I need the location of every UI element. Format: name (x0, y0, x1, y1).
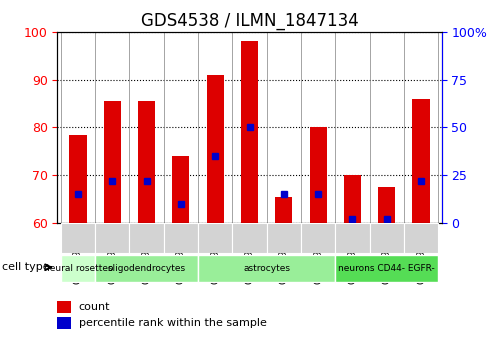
Bar (57, 301, 71, 313)
Bar (69, 135, 86, 223)
Text: GDS4538 / ILMN_1847134: GDS4538 / ILMN_1847134 (141, 12, 358, 30)
Bar (241, 41, 258, 223)
Text: cell type: cell type (2, 262, 50, 272)
Bar (198, 223, 233, 253)
Bar (335, 255, 438, 282)
Bar (164, 223, 198, 253)
Bar (233, 223, 266, 253)
Text: count: count (78, 302, 110, 312)
Bar (104, 101, 121, 223)
Bar (266, 223, 301, 253)
Bar (61, 255, 95, 282)
Text: neural rosettes: neural rosettes (43, 264, 112, 273)
Bar (207, 75, 224, 223)
Bar (95, 223, 129, 253)
Bar (413, 99, 430, 223)
Text: oligodendrocytes: oligodendrocytes (107, 264, 186, 273)
Text: neurons CD44- EGFR-: neurons CD44- EGFR- (338, 264, 435, 273)
Bar (344, 175, 361, 223)
Bar (335, 223, 370, 253)
Bar (95, 255, 198, 282)
Bar (198, 255, 335, 282)
Bar (57, 317, 71, 329)
Text: percentile rank within the sample: percentile rank within the sample (78, 318, 266, 328)
Text: astrocytes: astrocytes (243, 264, 290, 273)
Bar (309, 127, 327, 223)
Bar (61, 223, 95, 253)
Bar (370, 223, 404, 253)
Bar (275, 197, 292, 223)
Bar (404, 223, 438, 253)
Bar (378, 187, 395, 223)
Bar (301, 223, 335, 253)
Bar (129, 223, 164, 253)
Bar (138, 101, 155, 223)
Bar (172, 156, 190, 223)
